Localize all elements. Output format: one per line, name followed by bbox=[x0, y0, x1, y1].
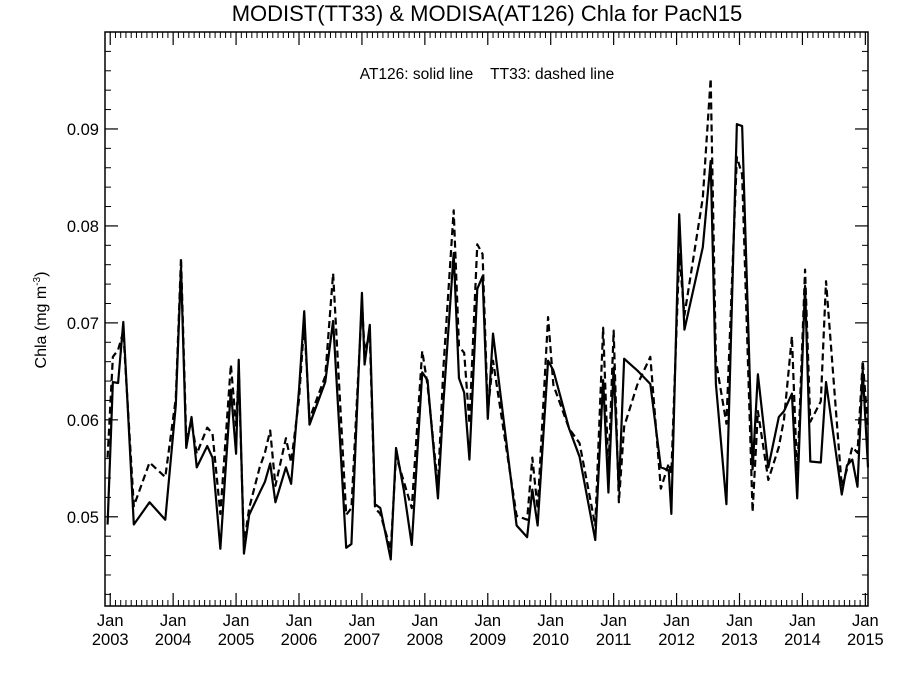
x-tick-month-label: Jan bbox=[474, 612, 501, 630]
x-tick-month-label: Jan bbox=[160, 612, 187, 630]
y-tick-label: 0.09 bbox=[67, 121, 99, 139]
y-tick-label: 0.05 bbox=[67, 509, 99, 527]
x-tick-year-label: 2014 bbox=[784, 631, 821, 649]
y-axis-label-close: ) bbox=[33, 272, 50, 277]
x-tick-year-label: 2009 bbox=[469, 631, 506, 649]
x-tick-year-label: 2010 bbox=[532, 631, 569, 649]
x-tick-year-label: 2008 bbox=[407, 631, 444, 649]
x-tick-year-label: 2003 bbox=[92, 631, 129, 649]
x-tick-month-label: Jan bbox=[412, 612, 439, 630]
x-tick-month-label: Jan bbox=[600, 612, 627, 630]
x-tick-month-label: Jan bbox=[852, 612, 879, 630]
x-tick-year-label: 2013 bbox=[721, 631, 758, 649]
x-tick-month-label: Jan bbox=[726, 612, 753, 630]
x-tick-year-label: 2005 bbox=[218, 631, 255, 649]
x-tick-month-label: Jan bbox=[97, 612, 124, 630]
x-tick-month-label: Jan bbox=[789, 612, 816, 630]
x-tick-year-label: 2007 bbox=[344, 631, 381, 649]
y-axis-label-superscript: -3 bbox=[32, 276, 43, 285]
x-tick-year-label: 2004 bbox=[155, 631, 192, 649]
y-axis-label: Chla (mg m-3) bbox=[32, 272, 50, 369]
x-tick-month-label: Jan bbox=[537, 612, 564, 630]
y-tick-label: 0.06 bbox=[67, 412, 99, 430]
y-tick-label: 0.08 bbox=[67, 218, 99, 236]
y-axis-label-text: Chla (mg m bbox=[33, 286, 50, 369]
series-line-tt33 bbox=[106, 77, 870, 551]
svg-text:Chla (mg m-3): Chla (mg m-3) bbox=[32, 272, 50, 369]
axis-ticks-layer: 0.050.060.070.080.09Jan2003Jan2004Jan200… bbox=[67, 32, 884, 649]
x-tick-year-label: 2006 bbox=[281, 631, 318, 649]
x-tick-month-label: Jan bbox=[349, 612, 376, 630]
x-tick-month-label: Jan bbox=[286, 612, 313, 630]
x-tick-month-label: Jan bbox=[223, 612, 250, 630]
x-tick-year-label: 2015 bbox=[847, 631, 884, 649]
chart-title: MODIST(TT33) & MODISA(AT126) Chla for Pa… bbox=[232, 1, 743, 26]
x-tick-month-label: Jan bbox=[663, 612, 690, 630]
y-tick-label: 0.07 bbox=[67, 315, 99, 333]
series-layer bbox=[106, 77, 870, 561]
x-tick-year-label: 2012 bbox=[658, 631, 695, 649]
plot-frame bbox=[104, 31, 869, 607]
series-line-at126 bbox=[106, 123, 870, 561]
series-annotation: AT126: solid line TT33: dashed line bbox=[360, 66, 614, 83]
x-tick-year-label: 2011 bbox=[596, 631, 631, 649]
